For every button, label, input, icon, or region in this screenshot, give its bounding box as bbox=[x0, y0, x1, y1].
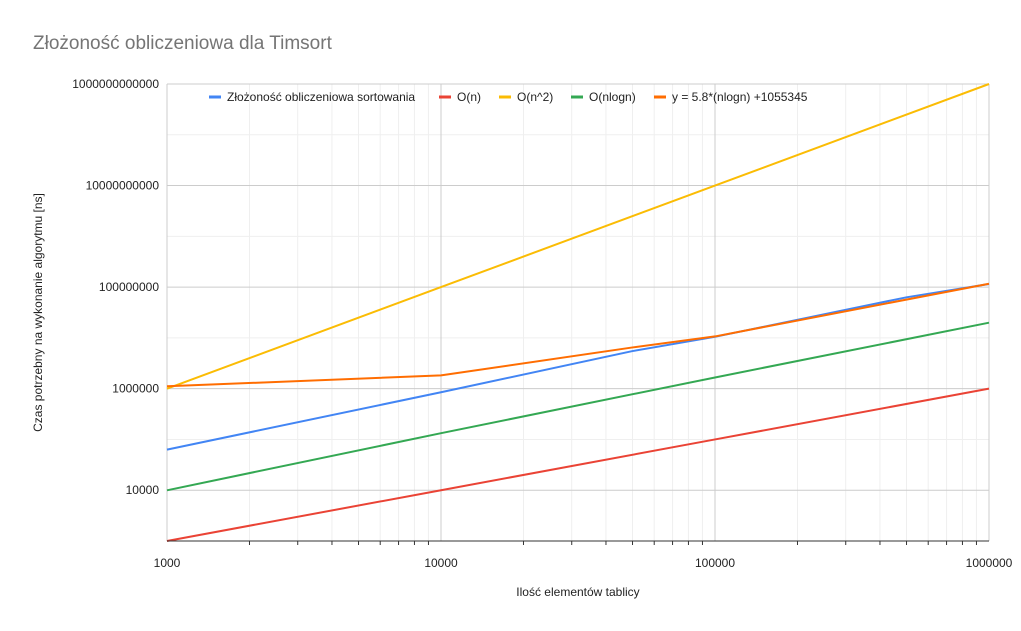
legend-label-2: O(n^2) bbox=[517, 90, 553, 104]
y-tick-label: 1000000000000 bbox=[72, 77, 159, 91]
legend-label-1: O(n) bbox=[457, 90, 481, 104]
legend: Złożoność obliczeniowa sortowania O(n) O(n… bbox=[209, 90, 808, 104]
x-tick-label: 10000 bbox=[424, 556, 458, 570]
grid-layer bbox=[166, 83, 990, 542]
y-tick-label: 100000000 bbox=[99, 280, 159, 294]
y-tick-label: 10000000000 bbox=[86, 179, 160, 193]
series-layer bbox=[166, 83, 990, 542]
x-tick-label: 1000 bbox=[154, 556, 181, 570]
x-axis-title: Ilość elementów tablicy bbox=[516, 585, 639, 599]
series-line-0 bbox=[166, 283, 990, 451]
y-axis-title: Czas potrzebny na wykonanie algorytmu [n… bbox=[31, 193, 45, 432]
chart-title: Złożoność obliczeniowa dla Timsort bbox=[33, 33, 332, 54]
series-line-2 bbox=[166, 83, 990, 390]
legend-label-3: O(nlogn) bbox=[589, 90, 636, 104]
x-tick-label: 100000 bbox=[695, 556, 735, 570]
series-line-4 bbox=[166, 282, 990, 388]
series-line-3 bbox=[166, 321, 990, 492]
legend-label-0: Złożoność obliczeniowa sortowania bbox=[227, 90, 415, 104]
x-tick-label: 1000000 bbox=[966, 556, 1013, 570]
legend-label-4: y = 5.8*(nlogn) +1055345 bbox=[672, 90, 808, 104]
series-line-1 bbox=[166, 387, 990, 542]
y-tick-label: 10000 bbox=[126, 483, 160, 497]
axis-layer: 1000 10000 100000 1000000 10000 1000000 100000… bbox=[72, 77, 1012, 570]
y-tick-label: 1000000 bbox=[112, 382, 159, 396]
